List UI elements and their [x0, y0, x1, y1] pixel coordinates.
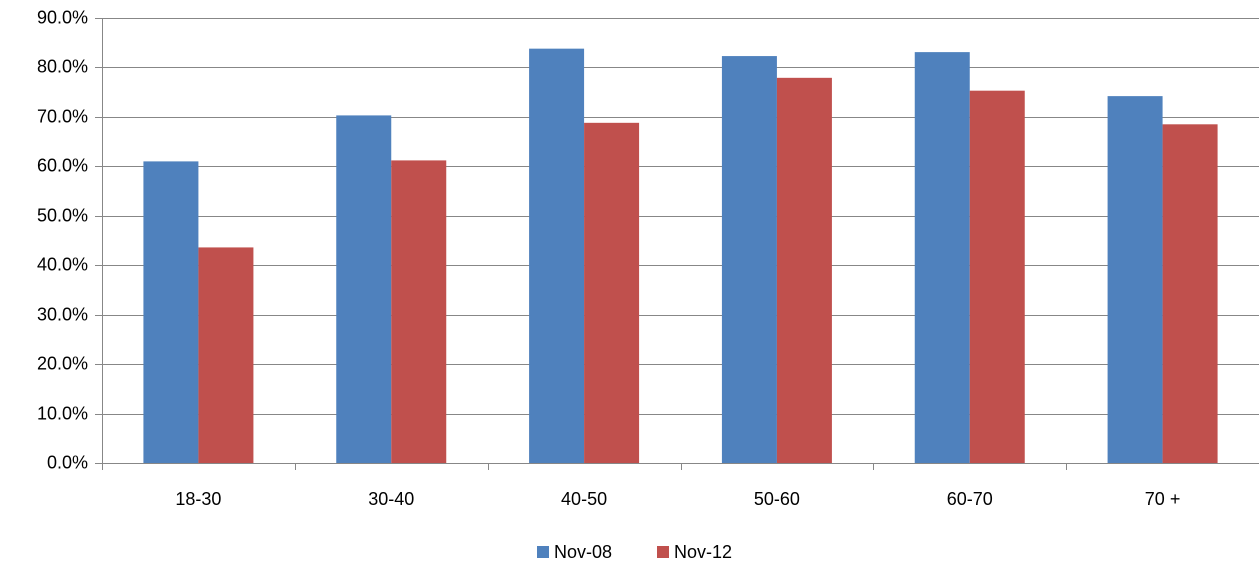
x-tick-label: 60-70 [947, 489, 993, 509]
y-tick-label: 30.0% [37, 304, 88, 324]
bar-nov-12-40-50 [584, 122, 640, 464]
legend-label: Nov-08 [554, 542, 612, 562]
y-tick-label: 60.0% [37, 155, 88, 175]
bar-nov-08-18-30 [143, 161, 199, 463]
axes [95, 18, 1259, 470]
bar-nov-08-40-50 [529, 48, 585, 464]
bar-nov-12-60-70 [969, 90, 1025, 463]
y-tick-label: 70.0% [37, 106, 88, 126]
y-tick-label: 10.0% [37, 403, 88, 423]
y-tick-label: 0.0% [47, 452, 88, 472]
y-tick-label: 90.0% [37, 7, 88, 27]
x-tick-label: 70 + [1145, 489, 1181, 509]
bar-nov-12-18-30 [198, 247, 254, 463]
y-tick-label: 80.0% [37, 56, 88, 76]
bar-nov-12-70plus [1162, 124, 1218, 464]
legend-label: Nov-12 [674, 542, 732, 562]
x-tick-label: 40-50 [561, 489, 607, 509]
bar-nov-08-60-70 [914, 52, 970, 463]
gridlines [102, 18, 1259, 415]
legend-swatch [657, 546, 669, 558]
bars [143, 48, 1218, 464]
bar-nov-12-30-40 [391, 160, 447, 463]
legend: Nov-08 Nov-12 [537, 542, 732, 562]
x-tick-label: 50-60 [754, 489, 800, 509]
bar-nov-08-70plus [1107, 96, 1163, 463]
legend-swatch [537, 546, 549, 558]
y-tick-label: 50.0% [37, 205, 88, 225]
x-tick-label: 18-30 [175, 489, 221, 509]
y-tick-label: 20.0% [37, 353, 88, 373]
y-tick-labels: 0.0% 10.0% 20.0% 30.0% 40.0% 50.0% 60.0% 70.0% 8… [37, 7, 88, 472]
x-tick-labels: 18-30 30-40 40-50 50-60 60-70 70 + [175, 489, 1180, 509]
x-tick-label: 30-40 [368, 489, 414, 509]
bar-nov-12-50-60 [776, 77, 832, 464]
bar-nov-08-50-60 [721, 56, 777, 463]
y-tick-label: 40.0% [37, 254, 88, 274]
bar-nov-08-30-40 [336, 115, 392, 464]
